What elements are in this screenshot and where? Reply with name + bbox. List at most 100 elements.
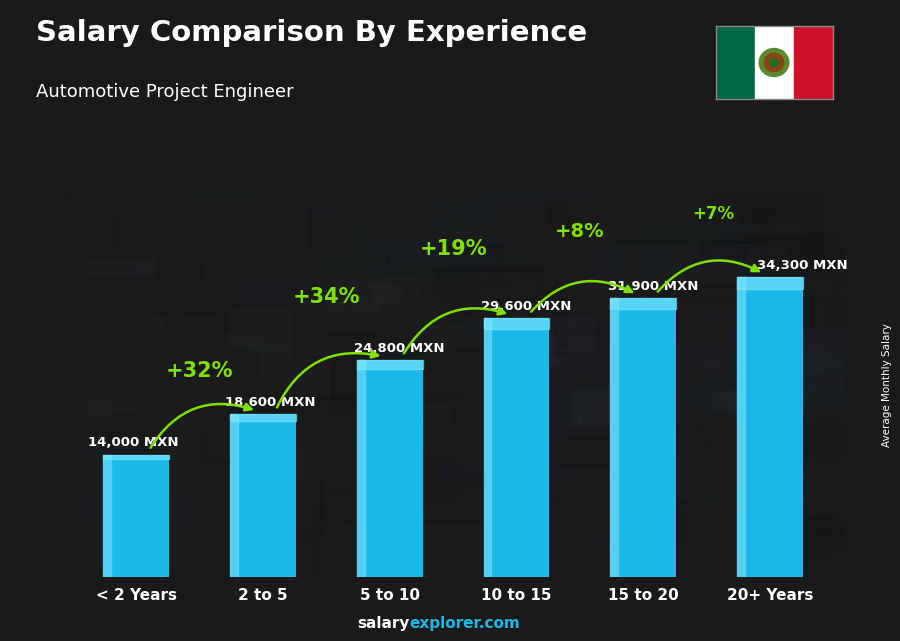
Bar	[335, 434, 421, 467]
Bar	[359, 221, 449, 249]
Text: +7%: +7%	[692, 205, 734, 223]
Bar	[728, 255, 896, 319]
Bar	[600, 240, 671, 269]
Bar	[527, 196, 670, 272]
Bar	[814, 343, 837, 368]
Bar	[813, 378, 850, 391]
Bar	[386, 419, 482, 481]
Bar	[201, 307, 379, 369]
Bar	[544, 301, 619, 333]
Bar	[578, 316, 734, 362]
Bar	[198, 255, 305, 287]
Bar	[542, 292, 589, 333]
Bar	[624, 416, 752, 463]
Bar	[176, 440, 353, 487]
Bar	[339, 456, 451, 477]
Bar	[193, 165, 314, 199]
Bar	[384, 329, 569, 353]
Bar	[77, 221, 137, 260]
Bar	[218, 217, 378, 239]
Bar	[451, 369, 576, 424]
Bar	[483, 318, 491, 577]
Bar	[702, 237, 822, 257]
Bar	[762, 490, 854, 528]
Bar	[558, 320, 579, 344]
Bar	[200, 383, 237, 392]
Bar	[703, 235, 852, 269]
Bar	[404, 234, 550, 257]
Bar	[483, 318, 550, 577]
Bar	[737, 277, 745, 577]
Bar	[599, 510, 784, 554]
Bar	[652, 343, 721, 373]
Bar	[555, 145, 611, 219]
Bar	[617, 201, 753, 273]
Bar	[402, 509, 520, 530]
Bar	[88, 400, 112, 430]
Bar	[484, 203, 623, 228]
Bar	[504, 165, 549, 225]
Bar	[782, 456, 900, 479]
Bar	[773, 418, 878, 481]
Bar	[462, 151, 574, 202]
Bar	[542, 394, 580, 426]
Bar	[437, 269, 565, 323]
Bar	[259, 345, 330, 379]
Bar	[738, 175, 851, 222]
Bar	[251, 416, 359, 450]
Bar	[180, 166, 255, 242]
Bar	[64, 133, 110, 204]
Bar	[595, 481, 685, 549]
Bar	[528, 220, 720, 259]
Bar	[569, 238, 755, 283]
Bar	[605, 485, 774, 518]
Circle shape	[770, 58, 778, 67]
Bar	[118, 299, 222, 375]
Bar	[746, 326, 810, 339]
Bar	[496, 310, 625, 351]
Bar	[134, 354, 214, 390]
Bar	[86, 453, 195, 514]
Bar	[704, 254, 829, 301]
Text: 18,600 MXN: 18,600 MXN	[225, 396, 316, 409]
Bar	[230, 414, 296, 577]
Bar	[496, 202, 566, 237]
Text: Automotive Project Engineer: Automotive Project Engineer	[36, 83, 293, 101]
Bar	[742, 210, 900, 278]
Bar	[106, 229, 218, 279]
Bar	[213, 447, 279, 514]
Bar	[393, 224, 543, 301]
Bar	[794, 26, 832, 99]
Bar	[385, 469, 558, 499]
Bar	[171, 117, 253, 193]
Text: +19%: +19%	[419, 239, 487, 259]
Bar	[537, 438, 670, 466]
Bar	[523, 530, 659, 559]
Bar	[430, 354, 489, 429]
Bar	[616, 176, 769, 242]
Bar	[719, 192, 824, 244]
Bar	[814, 177, 900, 251]
Bar	[376, 190, 540, 242]
Bar	[104, 454, 112, 577]
Bar	[373, 322, 511, 392]
Bar	[410, 453, 508, 485]
Bar	[418, 532, 616, 554]
Text: 29,600 MXN: 29,600 MXN	[481, 300, 572, 313]
Text: +32%: +32%	[166, 362, 233, 381]
Bar	[93, 347, 284, 372]
Circle shape	[760, 49, 788, 76]
Bar	[565, 281, 662, 358]
Text: salary: salary	[357, 617, 410, 631]
Bar	[569, 311, 689, 343]
Bar	[341, 524, 513, 563]
Bar	[592, 249, 710, 273]
Bar	[100, 469, 184, 522]
Bar	[130, 364, 290, 404]
Bar	[491, 503, 595, 544]
Bar	[332, 364, 483, 418]
Bar	[641, 220, 811, 282]
Bar	[328, 283, 474, 333]
Bar	[810, 294, 900, 325]
Bar	[481, 273, 637, 322]
